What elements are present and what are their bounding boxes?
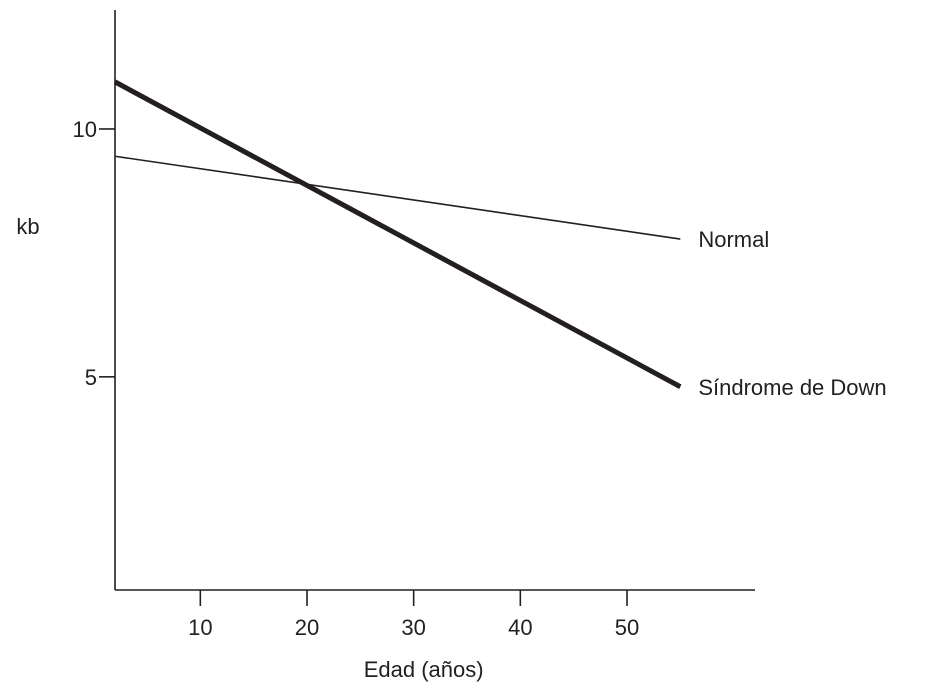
x-tick-label: 20 <box>295 615 319 640</box>
x-tick-label: 40 <box>508 615 532 640</box>
y-ticks: 5 10 <box>73 117 115 390</box>
y-tick-label: 10 <box>73 117 97 142</box>
y-tick-label: 5 <box>85 365 97 390</box>
x-tick-label: 30 <box>401 615 425 640</box>
series-line-0 <box>114 155 681 240</box>
x-tick-label: 10 <box>188 615 212 640</box>
y-axis-label: kb <box>16 214 39 239</box>
x-ticks: 10 20 30 40 50 <box>188 590 639 640</box>
series-line-1 <box>113 79 682 389</box>
series-label-1: Síndrome de Down <box>698 375 886 400</box>
x-axis-label: Edad (años) <box>364 657 484 682</box>
x-tick-label: 50 <box>615 615 639 640</box>
series-lines: Normal Síndrome de Down <box>113 79 887 400</box>
series-label-0: Normal <box>698 227 769 252</box>
